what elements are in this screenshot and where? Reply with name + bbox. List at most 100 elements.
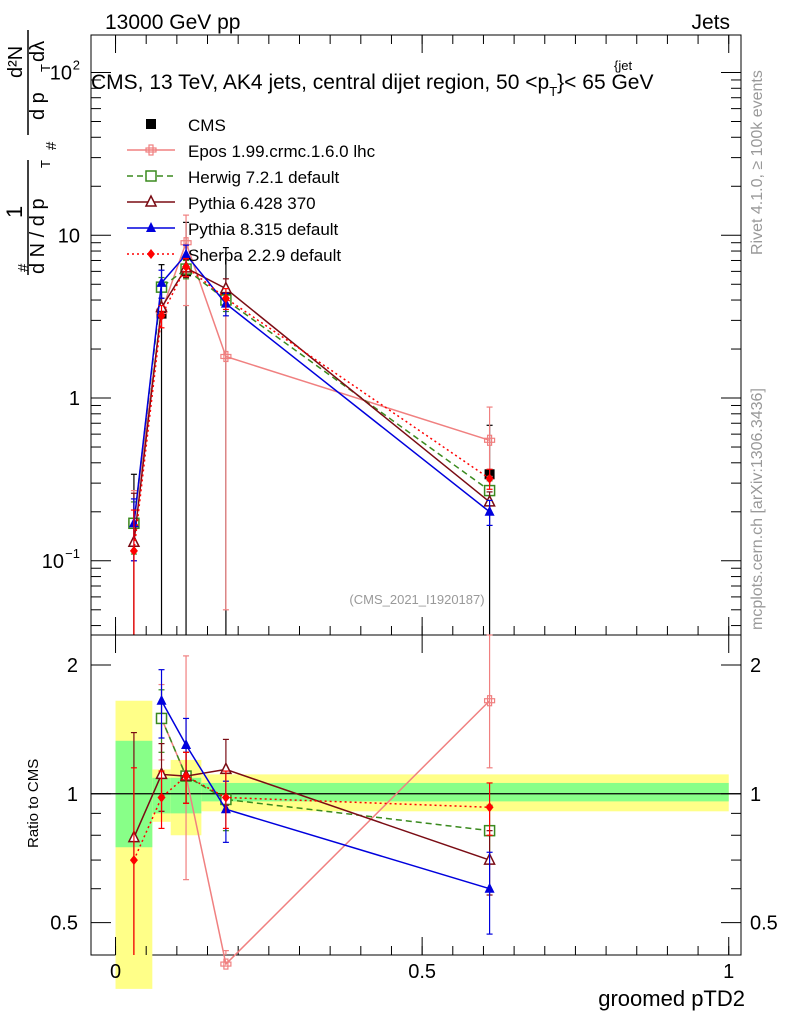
triangle-marker <box>146 222 156 232</box>
main-y-axis-label: # 1 d N / d p T # d²N d p T dλ <box>2 30 60 275</box>
series-herwig-7-2-1-default <box>128 259 496 555</box>
ratio-plot-frame <box>90 634 742 956</box>
plot-title-tail: }< 65 GeV <box>557 71 653 94</box>
triangle-marker <box>156 694 167 705</box>
triangle-marker <box>156 276 167 287</box>
series-line <box>133 266 491 543</box>
ylabel-d2n: d²N <box>5 46 27 78</box>
open-triangle-marker <box>144 194 158 207</box>
y-tick-label: 1 <box>69 388 80 410</box>
legend-item: Pythia 8.315 default <box>127 220 339 239</box>
x-tick-label: 0.5 <box>408 961 436 983</box>
legend-item: Herwig 7.2.1 default <box>127 168 339 187</box>
ylabel-t-sub-2: T <box>38 64 53 72</box>
ylabel-dlambda: dλ <box>27 41 49 62</box>
triangle-marker <box>484 505 495 516</box>
series-sherpa-2-2-9-default <box>129 257 494 635</box>
triangle-marker <box>181 739 192 750</box>
legend-item: CMS <box>146 116 226 135</box>
diamond-marker <box>129 855 138 866</box>
cross-marker-horizontal <box>483 437 496 443</box>
diamond-marker <box>157 792 166 803</box>
diamond-marker <box>147 249 155 259</box>
legend-label: Herwig 7.2.1 default <box>188 168 339 187</box>
ratio-y-tick-label-right: 0.5 <box>750 913 778 935</box>
legend-label: CMS <box>188 116 226 135</box>
plot-title: CMS, 13 TeV, AK4 jets, central dijet reg… <box>91 71 653 99</box>
x-tick-label: 0 <box>110 961 121 983</box>
legend: CMS Epos 1.99.crmc.1.6.0 lhc Herwig 7.2.1 … <box>127 116 376 265</box>
ylabel-one: 1 <box>2 206 27 218</box>
ratio-y-tick-label: 2 <box>67 655 78 677</box>
ylabel-t-sub: T <box>38 160 53 168</box>
legend-label: Pythia 8.315 default <box>188 220 339 239</box>
ratio-axes: 0.5 0.5 1 1 2 2 0 0.5 1 <box>50 635 778 983</box>
analysis-id: (CMS_2021_I1920187) <box>349 592 484 607</box>
ratio-y-tick-label-right: 1 <box>750 784 761 806</box>
x-axis-label: groomed pTD2 <box>598 986 745 1011</box>
cross-marker-vertical <box>486 695 493 707</box>
cross-marker-vertical <box>486 434 493 446</box>
ratio-band-inner <box>201 782 729 802</box>
plot-title-sub: T <box>549 84 557 99</box>
plot-title-main: CMS, 13 TeV, AK4 jets, central dijet reg… <box>91 71 549 94</box>
cross-marker-vertical <box>223 958 229 970</box>
legend-item: Epos 1.99.crmc.1.6.0 lhc <box>127 142 376 161</box>
diamond-marker <box>485 802 494 813</box>
open-square-marker <box>145 170 157 182</box>
series-cms <box>128 221 495 635</box>
cross-marker-vertical <box>223 350 229 363</box>
cross-marker-horizontal <box>483 698 496 704</box>
plot-title-sup: {jet <box>614 58 632 73</box>
series-line <box>160 700 491 966</box>
ylabel-dp: d p <box>27 92 49 120</box>
header-right-label: Jets <box>691 11 730 34</box>
square-marker <box>146 119 156 129</box>
side-label-bottom: mcplots.cern.ch [arXiv:1306.3436] <box>749 388 766 630</box>
cross-marker-horizontal <box>220 961 232 967</box>
series-line <box>133 240 490 524</box>
diamond-marker <box>182 771 191 782</box>
main-series <box>127 214 496 635</box>
legend-item: Pythia 6.428 370 <box>127 194 316 213</box>
legend-item: Sherpa 2.2.9 default <box>127 246 341 265</box>
legend-label: Sherpa 2.2.9 default <box>188 246 341 265</box>
series-line <box>133 265 491 552</box>
ratio-y-tick-label: 0.5 <box>50 913 78 935</box>
y-tick-label-exponent: 2 <box>73 58 80 73</box>
ratio-y-tick-label-right: 2 <box>750 655 761 677</box>
y-tick-label-exponent: −1 <box>65 546 80 561</box>
diamond-marker <box>157 310 166 321</box>
ratio-series <box>127 634 496 970</box>
series-pythia-8-315-default <box>128 244 495 562</box>
diamond-marker <box>221 293 230 304</box>
diamond-marker <box>129 545 138 556</box>
series-line <box>133 268 491 524</box>
triangle-marker <box>484 882 495 893</box>
legend-label: Epos 1.99.crmc.1.6.0 lhc <box>188 142 376 161</box>
y-tick-label: 10 <box>50 63 72 85</box>
series-line <box>133 253 491 524</box>
ylabel-dn-dpt: d N / d p <box>27 198 49 274</box>
triangle-marker <box>181 248 192 259</box>
ratio-bands <box>91 700 741 989</box>
ylabel-hash: # <box>15 263 32 272</box>
diamond-marker <box>485 473 494 484</box>
side-label-top: Rivet 4.1.0, ≥ 100k events <box>749 70 766 255</box>
diamond-marker <box>221 792 230 803</box>
series-sherpa-2-2-9-default <box>129 751 494 955</box>
ratio-y-tick-label: 1 <box>67 784 78 806</box>
header-left-label: 13000 GeV pp <box>105 11 240 34</box>
cross-marker-horizontal <box>145 147 157 153</box>
cross-marker-vertical <box>148 144 154 156</box>
legend-label: Pythia 6.428 370 <box>188 194 316 213</box>
diamond-marker <box>182 261 191 272</box>
y-tick-label: 10 <box>58 225 80 247</box>
cross-marker-horizontal <box>220 353 232 360</box>
series-line <box>160 700 490 890</box>
ylabel-hash-2: # <box>43 141 60 150</box>
x-tick-label: 1 <box>723 961 734 983</box>
y-tick-label: 10 <box>42 551 64 573</box>
